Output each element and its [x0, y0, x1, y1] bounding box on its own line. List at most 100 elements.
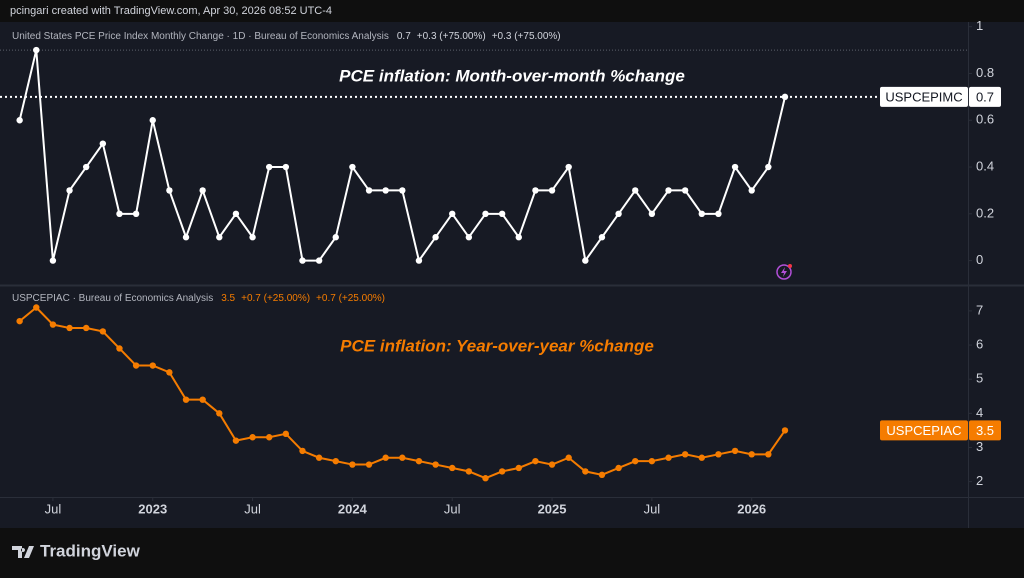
- y-tick-label: 2: [976, 473, 983, 488]
- data-point: [349, 163, 356, 171]
- x-tick-label: Jul: [45, 501, 62, 516]
- logo-icon: [12, 546, 34, 558]
- price-label-bg: [880, 420, 968, 441]
- data-point: [99, 140, 107, 147]
- data-point: [498, 468, 506, 475]
- data-point: [515, 464, 522, 472]
- data-point: [632, 457, 639, 465]
- data-point: [731, 447, 739, 455]
- logo-text: TradingView: [40, 541, 141, 560]
- data-point: [82, 324, 90, 332]
- header-text: pcingari created with TradingView.com, A…: [10, 5, 332, 17]
- data-point: [382, 187, 389, 194]
- data-point: [365, 461, 373, 468]
- x-tick-label: 2024: [338, 501, 368, 516]
- annotation: PCE inflation: Year-over-year %change: [340, 336, 654, 355]
- legend-title: United States PCE Price Index Monthly Ch…: [12, 31, 389, 42]
- data-point: [399, 187, 406, 194]
- data-point: [16, 117, 23, 124]
- data-point: [149, 117, 156, 124]
- data-point: [49, 257, 57, 264]
- data-point: [548, 461, 556, 468]
- y-tick-label: 0.8: [976, 65, 994, 80]
- legend-value: 0.7: [397, 31, 411, 42]
- data-point: [216, 410, 223, 417]
- data-point: [615, 210, 622, 218]
- data-point: [715, 451, 722, 458]
- data-point: [82, 163, 90, 171]
- data-point: [565, 163, 572, 171]
- legend-change: +0.7 (+25.00%): [241, 293, 310, 304]
- data-point: [698, 454, 705, 461]
- data-point: [632, 187, 639, 194]
- data-point: [582, 257, 589, 264]
- legend: USPCEPIAC · Bureau of Economics Analysis…: [12, 293, 385, 304]
- data-point: [332, 457, 339, 465]
- price-label-value: 0.7: [976, 89, 994, 104]
- data-point: [765, 451, 772, 458]
- data-point: [399, 454, 406, 461]
- price-label-name: USPCEPIMC: [885, 89, 962, 104]
- data-point: [781, 427, 789, 434]
- legend-change: +0.7 (+25.00%): [316, 293, 385, 304]
- data-point: [315, 454, 323, 461]
- data-point: [415, 457, 423, 465]
- data-point: [665, 454, 672, 461]
- y-tick-label: 1: [976, 18, 983, 33]
- data-point: [299, 257, 306, 264]
- data-point: [781, 93, 789, 101]
- data-point: [532, 457, 539, 465]
- alert-icon: [776, 264, 792, 280]
- data-point: [449, 210, 456, 218]
- data-point: [665, 187, 672, 194]
- data-point: [116, 210, 123, 218]
- x-tick-label: 2023: [138, 501, 167, 516]
- data-point: [532, 187, 539, 194]
- data-point: [66, 187, 73, 194]
- y-tick-label: 6: [976, 336, 983, 351]
- data-point: [282, 163, 290, 171]
- data-point: [415, 257, 423, 264]
- data-point: [648, 210, 656, 218]
- data-point: [748, 451, 755, 458]
- data-point: [465, 468, 473, 475]
- price-label-value: 3.5: [976, 423, 994, 438]
- price-label-bg: [880, 86, 968, 107]
- data-point: [482, 475, 489, 482]
- data-point: [33, 46, 40, 54]
- chart-area: [0, 22, 1024, 528]
- legend-change: +0.3 (+75.00%): [417, 31, 486, 42]
- data-point: [615, 464, 622, 472]
- legend: United States PCE Price Index Monthly Ch…: [12, 31, 561, 42]
- data-point: [99, 328, 107, 335]
- data-point: [449, 464, 456, 472]
- data-point: [132, 362, 140, 369]
- data-point: [765, 163, 772, 171]
- price-label-value-bg: [969, 420, 1001, 441]
- data-point: [49, 321, 57, 328]
- alert-circle: [776, 264, 792, 280]
- y-tick-label: 5: [976, 371, 983, 386]
- data-point: [382, 454, 389, 461]
- y-tick-label: 0: [976, 252, 983, 267]
- plot: [0, 46, 968, 264]
- data-point: [232, 210, 240, 218]
- data-point: [698, 210, 705, 218]
- data-point: [548, 187, 556, 194]
- data-point: [199, 187, 206, 194]
- data-point: [432, 461, 439, 468]
- data-point: [465, 234, 473, 241]
- data-point: [365, 187, 373, 194]
- data-point: [249, 434, 256, 441]
- annotation: PCE inflation: Month-over-month %change: [339, 66, 685, 85]
- data-point: [598, 234, 606, 241]
- data-point: [16, 317, 23, 325]
- x-tick-label: Jul: [444, 501, 461, 516]
- y-tick-label: 7: [976, 302, 983, 317]
- data-point: [498, 210, 506, 218]
- data-point: [282, 430, 290, 438]
- data-point: [731, 163, 739, 171]
- data-point: [132, 210, 140, 218]
- y-tick-label: 4: [976, 405, 983, 420]
